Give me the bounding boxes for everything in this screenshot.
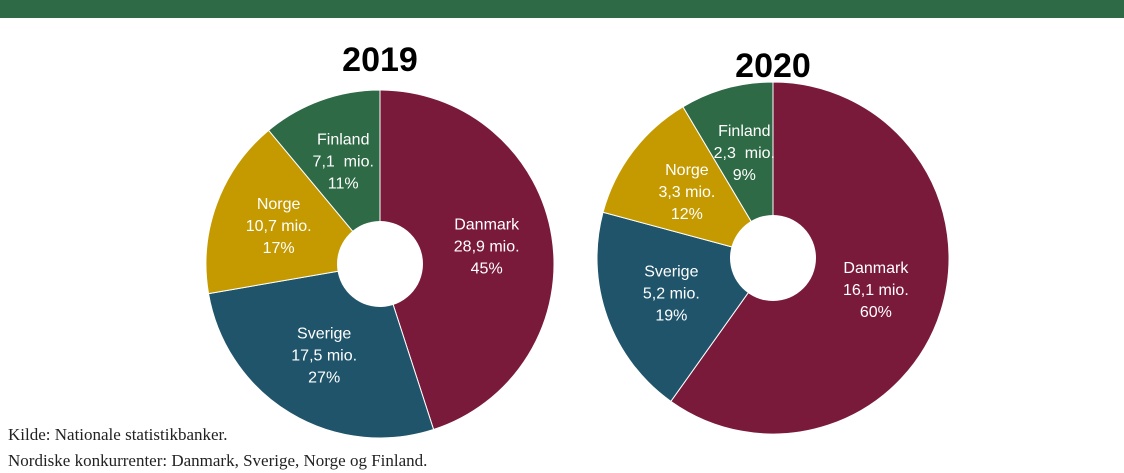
slice-share: 17% bbox=[263, 240, 295, 257]
slice-share: 9% bbox=[733, 167, 756, 184]
slice-share: 11% bbox=[328, 176, 359, 193]
slice-amount: 7,1 mio. bbox=[313, 154, 374, 171]
source-note: Kilde: Nationale statistikbanker. bbox=[8, 425, 228, 444]
header-bar bbox=[0, 0, 1124, 18]
pie-slice bbox=[207, 263, 435, 439]
slice-amount: 17,5 mio. bbox=[291, 348, 357, 365]
slice-amount: 3,3 mio. bbox=[658, 184, 715, 201]
pie-slice bbox=[379, 89, 555, 431]
slice-share: 12% bbox=[671, 206, 703, 223]
pie-slice bbox=[267, 89, 381, 266]
slice-category: Norge bbox=[665, 162, 709, 179]
slice-share: 19% bbox=[655, 308, 687, 325]
slice-category: Danmark bbox=[843, 260, 909, 277]
chart-title: 2019 bbox=[342, 41, 418, 79]
chart-title: 2020 bbox=[735, 47, 811, 85]
slice-amount: 16,1 mio. bbox=[843, 282, 909, 299]
pie-slice bbox=[596, 211, 774, 403]
slice-amount: 10,7 mio. bbox=[246, 218, 312, 235]
slice-share: 45% bbox=[471, 260, 503, 277]
slice-category: Danmark bbox=[454, 216, 520, 233]
slice-category: Finland bbox=[317, 132, 369, 149]
pie-slice bbox=[682, 81, 774, 260]
slice-category: Sverige bbox=[644, 264, 698, 281]
slice-share: 60% bbox=[860, 304, 892, 321]
footnote: Nordiske konkurrenter: Danmark, Sverige,… bbox=[8, 451, 427, 470]
donut-hole bbox=[337, 221, 423, 307]
slice-amount: 2,3 mio. bbox=[714, 145, 775, 162]
pie-slice bbox=[602, 106, 775, 259]
slice-category: Sverige bbox=[297, 326, 351, 343]
slice-amount: 28,9 mio. bbox=[454, 238, 520, 255]
donut-hole bbox=[730, 215, 816, 301]
slice-share: 27% bbox=[308, 370, 340, 387]
pie-slice bbox=[205, 129, 381, 295]
slice-category: Finland bbox=[718, 123, 770, 140]
slice-amount: 5,2 mio. bbox=[643, 286, 700, 303]
slice-category: Norge bbox=[257, 196, 301, 213]
